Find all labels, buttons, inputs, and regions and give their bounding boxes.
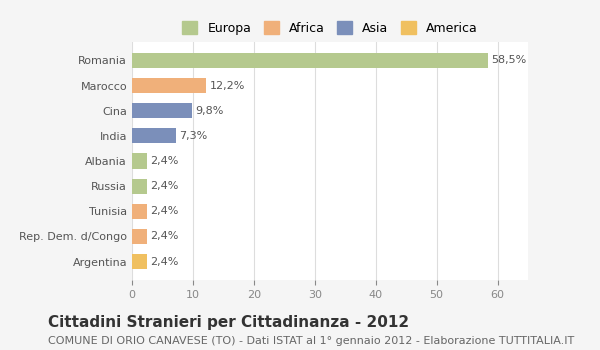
Bar [132, 103, 192, 118]
Bar [132, 204, 146, 219]
Bar [132, 128, 176, 143]
Bar [132, 178, 146, 194]
Bar [132, 229, 146, 244]
Legend: Europa, Africa, Asia, America: Europa, Africa, Asia, America [179, 17, 481, 38]
Text: 2,4%: 2,4% [149, 257, 178, 267]
Bar [132, 53, 488, 68]
Bar [132, 254, 146, 269]
Text: Cittadini Stranieri per Cittadinanza - 2012: Cittadini Stranieri per Cittadinanza - 2… [48, 315, 409, 330]
Text: 12,2%: 12,2% [209, 80, 245, 91]
Text: 7,3%: 7,3% [179, 131, 208, 141]
Bar [132, 153, 146, 169]
Text: 2,4%: 2,4% [149, 206, 178, 216]
Text: 2,4%: 2,4% [149, 231, 178, 242]
Text: COMUNE DI ORIO CANAVESE (TO) - Dati ISTAT al 1° gennaio 2012 - Elaborazione TUTT: COMUNE DI ORIO CANAVESE (TO) - Dati ISTA… [48, 336, 574, 346]
Text: 2,4%: 2,4% [149, 156, 178, 166]
Text: 2,4%: 2,4% [149, 181, 178, 191]
Text: 9,8%: 9,8% [195, 106, 223, 116]
Bar [132, 78, 206, 93]
Text: 58,5%: 58,5% [491, 55, 527, 65]
